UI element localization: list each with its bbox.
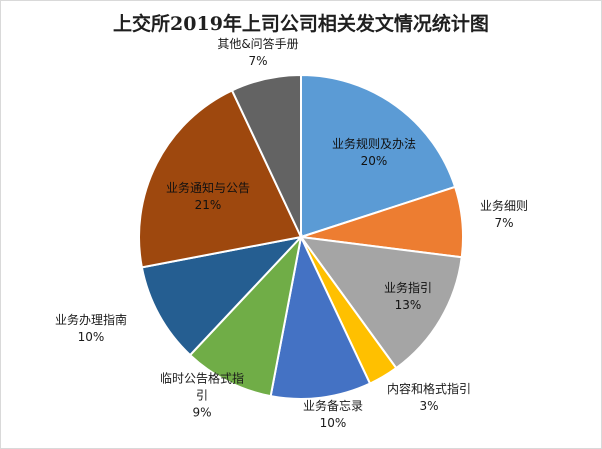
chart-title: 上交所2019年上司公司相关发文情况统计图 xyxy=(113,13,489,35)
slice-percent-label: 13% xyxy=(395,298,422,312)
slice-name-label: 业务细则 xyxy=(480,198,528,213)
pie-slice-1 xyxy=(300,73,457,239)
pie-slice-6 xyxy=(188,233,303,398)
pie-slice-3 xyxy=(298,235,463,370)
slice-name-label: 其他&问答手册 xyxy=(217,36,298,51)
slice-name-label: 业务办理指南 xyxy=(55,312,127,327)
slice-percent-label: 7% xyxy=(494,216,513,230)
slice-name-label: 业务指引 xyxy=(384,280,432,295)
pie-slice-9 xyxy=(230,73,302,238)
slice-label-4: 内容和格式指引 3% xyxy=(387,381,471,413)
slice-percent-label: 20% xyxy=(361,154,388,168)
slice-name-label: 业务规则及办法 xyxy=(332,136,416,151)
slice-percent-label: 3% xyxy=(419,399,438,413)
slice-name-label: 临时公告格式指 xyxy=(160,371,244,386)
slice-percent-label: 7% xyxy=(248,54,267,68)
slice-percent-label: 9% xyxy=(192,406,211,420)
slice-name-label: 内容和格式指引 xyxy=(387,381,471,396)
slice-label-8: 业务通知与公告 21% xyxy=(166,180,250,212)
slice-name-label: 业务通知与公告 xyxy=(166,180,250,195)
slice-label-9: 其他&问答手册 7% xyxy=(217,36,298,68)
pie-slice-5 xyxy=(269,233,372,400)
slice-label-5: 业务备忘录 10% xyxy=(303,398,363,430)
slice-label-2: 业务细则 7% xyxy=(480,198,528,230)
slice-percent-label: 10% xyxy=(320,416,347,430)
slice-percent-label: 10% xyxy=(78,330,105,344)
pie-slice-7 xyxy=(140,235,304,357)
slice-percent-label: 21% xyxy=(195,198,222,212)
slice-label-7: 业务办理指南 10% xyxy=(55,312,127,344)
slice-label-1: 业务规则及办法 20% xyxy=(332,136,416,168)
slice-name-label: 业务备忘录 xyxy=(303,398,363,413)
slice-label-3: 业务指引 13% xyxy=(384,280,432,312)
slice-name-label: 引 xyxy=(196,389,208,403)
pie-slice-8 xyxy=(138,89,303,269)
